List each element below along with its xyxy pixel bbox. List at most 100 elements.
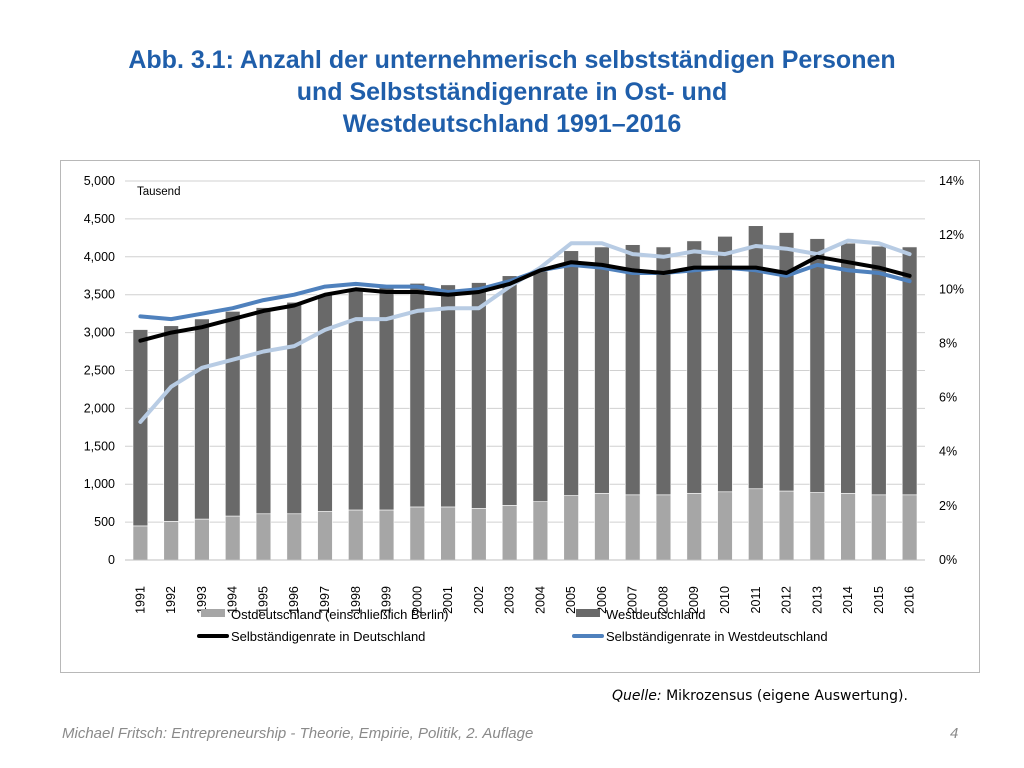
bar-segment [778, 232, 795, 492]
y-right-tick-label: 8% [939, 336, 957, 350]
bar-segment [655, 246, 672, 496]
bar-segment [378, 509, 395, 561]
y-right-tick-label: 0% [939, 553, 957, 567]
bar-segment [440, 284, 456, 508]
title-line-2: und Selbstständigenrate in Ost- und [296, 78, 728, 106]
x-tick-label: 1993 [195, 586, 209, 614]
source-text: Mikrozensus (eigene Auswertung). [661, 688, 908, 704]
bar-segment [840, 242, 856, 494]
y-right-tick-label: 10% [939, 282, 964, 296]
bar-segment [132, 525, 149, 561]
bar-segment [471, 508, 487, 561]
x-tick-label: 1996 [287, 586, 301, 614]
x-tick-label: 2009 [687, 586, 701, 614]
unit-label: Tausend [137, 186, 180, 198]
bar-segment [225, 515, 241, 561]
x-tick-label: 2003 [503, 586, 517, 614]
bar-segment [686, 492, 702, 561]
x-tick-label: 1992 [164, 586, 178, 614]
bar-segment [563, 495, 579, 561]
bar-segment [440, 506, 456, 561]
x-tick-label: 2001 [441, 586, 455, 614]
bar-segment [348, 509, 364, 561]
bar-segment [225, 311, 241, 517]
x-tick-label: 1997 [318, 586, 332, 614]
bar-segment [471, 282, 487, 509]
source-note: Quelle: Mikrozensus (eigene Auswertung). [612, 688, 908, 704]
title-line-1: Abb. 3.1: Anzahl der unternehmerisch sel… [128, 46, 896, 74]
title-line-3: Westdeutschland 1991–2016 [342, 110, 682, 138]
y-right-tick-label: 2% [939, 499, 957, 513]
bar-segment [532, 501, 549, 561]
y-left-tick-label: 5,000 [84, 174, 115, 188]
bar-segment [871, 245, 887, 496]
legend-label: Ostdeutschland (einschließlich Berlin) [231, 607, 448, 622]
y-left-tick-label: 3,000 [84, 326, 115, 340]
bar-segment [409, 506, 425, 561]
bar-segment [655, 494, 672, 561]
x-tick-label: 1994 [226, 586, 240, 614]
slide-title: Abb. 3.1: Anzahl der unternehmerisch sel… [40, 44, 984, 140]
combo-chart: 0 500 1,000 1,500 2,000 2,500 3,000 3,500 4,000 4… [84, 174, 964, 644]
footer-citation: Michael Fritsch: Entrepreneurship - Theo… [62, 725, 534, 742]
bar-segment [194, 518, 210, 561]
legend-label: Selbständigenrate in Westdeutschland [606, 629, 828, 644]
bar-segment [901, 246, 918, 496]
x-tick-label: 1998 [349, 586, 363, 614]
bar-segment [625, 244, 641, 496]
bar-segment [163, 521, 179, 561]
y-left-tick-label: 4,000 [84, 250, 115, 264]
y-right-tick-label: 6% [939, 391, 957, 405]
x-tick-label: 2006 [595, 586, 609, 614]
x-tick-label: 2014 [841, 586, 855, 614]
bar-segment [255, 513, 272, 561]
x-tick-label: 2012 [780, 586, 794, 614]
page-number: 4 [950, 725, 959, 742]
bar-segment [409, 283, 425, 508]
x-tick-label: 2016 [903, 586, 917, 614]
y-left-tick-label: 1,500 [84, 439, 115, 453]
bar-segment [532, 270, 549, 502]
series-line [138, 254, 912, 343]
y-right-tick-label: 14% [939, 174, 964, 188]
bar-segment [594, 246, 610, 494]
bar-segment [809, 238, 825, 493]
x-tick-label: 1995 [256, 586, 270, 614]
bar-segment [778, 490, 795, 561]
x-tick-label: 2015 [872, 586, 886, 614]
x-tick-label: 2008 [656, 586, 670, 614]
bar-segment [717, 236, 733, 493]
y-right-tick-label: 12% [939, 228, 964, 242]
legend-label: Westdeutschland [606, 607, 706, 622]
x-tick-label: 2005 [564, 586, 578, 614]
x-tick-label: 2002 [472, 586, 486, 614]
bar-segment [501, 505, 518, 561]
bar-segment [748, 225, 764, 490]
y-left-tick-label: 2,500 [84, 364, 115, 378]
legend-label: Selbständigenrate in Deutschland [231, 629, 425, 644]
bar-segment [871, 494, 887, 561]
bar-segment [594, 492, 610, 561]
bar-segment [286, 513, 302, 561]
bar-segment [686, 240, 702, 494]
x-tick-label: 2013 [810, 586, 824, 614]
y-right-tick-label: 4% [939, 445, 957, 459]
bar-segment [625, 494, 641, 561]
bar-segment [501, 275, 518, 506]
bar-segment [317, 511, 333, 561]
y-left-tick-label: 3,500 [84, 288, 115, 302]
bar-segment [563, 250, 579, 496]
bar-segment [163, 325, 179, 522]
bar-segment [809, 492, 825, 561]
bar-segment [132, 329, 149, 527]
source-label: Quelle: [612, 688, 662, 704]
chart-frame: 0 500 1,000 1,500 2,000 2,500 3,000 3,500 4,000 4… [60, 160, 980, 673]
x-tick-label: 2000 [410, 586, 424, 614]
x-tick-label: 1999 [380, 586, 394, 614]
legend-swatch [201, 609, 225, 617]
bar-segment [194, 318, 210, 520]
bar-segment [286, 301, 302, 515]
y-left-tick-label: 0 [108, 553, 115, 567]
y-left-tick-label: 500 [94, 515, 115, 529]
y-left-tick-label: 2,000 [84, 401, 115, 415]
